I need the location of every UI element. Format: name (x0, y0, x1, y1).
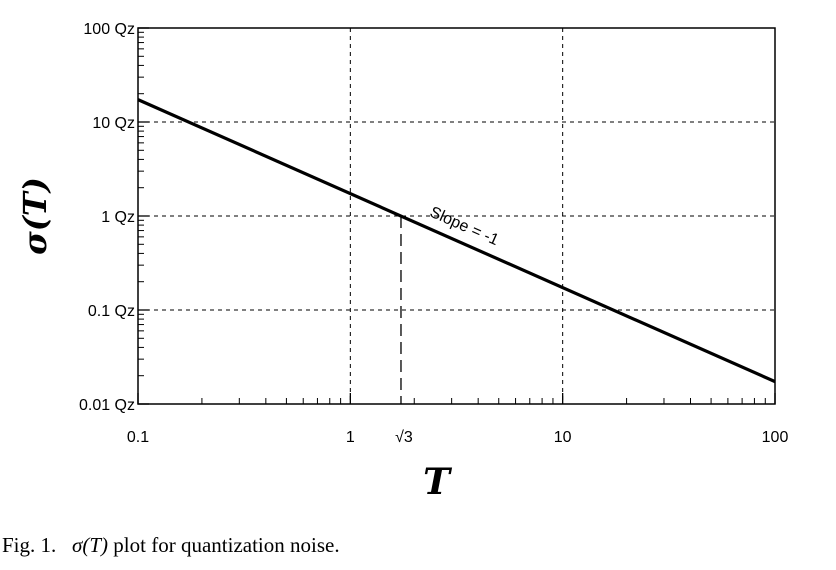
y-tick-label: 0.1 Qz (88, 303, 135, 320)
sqrt3-tick-label: √3 (395, 429, 413, 446)
x-tick-label: 10 (554, 429, 572, 446)
caption-prefix: Fig. 1. (2, 533, 57, 557)
x-tick-labels: 0.1 1 10 100 (127, 429, 789, 446)
y-tick-label: 0.01 Qz (79, 397, 135, 414)
x-tick-label: 100 (762, 429, 789, 446)
y-tick-label: 10 Qz (92, 115, 135, 132)
x-tick-label: 1 (346, 429, 355, 446)
x-axis-title: T (423, 461, 452, 503)
series-line (137, 98, 776, 384)
y-tick-labels: 100 Qz 10 Qz 1 Qz 0.1 Qz 0.01 Qz (79, 21, 135, 414)
y-axis-title: σ(T) (16, 177, 54, 255)
figure-caption: Fig. 1. σ(T) plot for quantization noise… (2, 533, 340, 558)
major-ticks (137, 27, 776, 405)
caption-symbol: σ(T) (72, 533, 109, 557)
caption-text: plot for quantization noise. (113, 533, 340, 557)
y-tick-label: 1 Qz (101, 209, 135, 226)
y-tick-label: 100 Qz (83, 21, 135, 38)
minor-ticks (138, 31, 766, 404)
x-tick-label: 0.1 (127, 429, 149, 446)
grid (138, 28, 775, 404)
